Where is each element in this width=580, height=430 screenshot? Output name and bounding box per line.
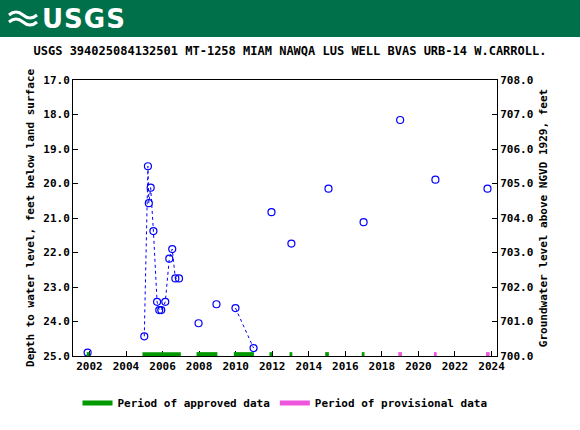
svg-text:25.0: 25.0 [43,350,70,363]
svg-text:700.0: 700.0 [500,350,533,363]
svg-text:704.0: 704.0 [500,212,533,225]
svg-text:Depth to water level, feet bel: Depth to water level, feet below land su… [24,69,37,367]
svg-text:24.0: 24.0 [43,315,70,328]
svg-text:2012: 2012 [259,360,286,373]
svg-text:2010: 2010 [222,360,249,373]
svg-text:2024: 2024 [478,360,505,373]
html-text:USGS: USGS [42,3,126,34]
svg-text:705.0: 705.0 [500,177,533,190]
svg-text:2002: 2002 [76,360,103,373]
svg-text:23.0: 23.0 [43,281,70,294]
svg-text:701.0: 701.0 [500,315,533,328]
svg-text:21.0: 21.0 [43,212,70,225]
svg-text:2018: 2018 [369,360,396,373]
svg-text:Groundwater level above NGVD 1: Groundwater level above NGVD 1929, feet [537,89,550,347]
svg-text:2020: 2020 [405,360,432,373]
svg-text:17.0: 17.0 [43,74,70,87]
svg-text:20.0: 20.0 [43,177,70,190]
svg-text:19.0: 19.0 [43,143,70,156]
svg-text:18.0: 18.0 [43,108,70,121]
svg-text:702.0: 702.0 [500,281,533,294]
svg-text:2006: 2006 [149,360,176,373]
svg-text:708.0: 708.0 [500,74,533,87]
svg-text:2004: 2004 [113,360,140,373]
svg-text:Period of provisional data: Period of provisional data [315,397,487,410]
svg-text:2008: 2008 [186,360,213,373]
svg-text:2022: 2022 [442,360,469,373]
svg-text:USGS 394025084132501 MT-1258 M: USGS 394025084132501 MT-1258 MIAM NAWQA … [34,44,547,58]
svg-text:Period of approved data: Period of approved data [118,397,270,410]
svg-text:2014: 2014 [296,360,323,373]
svg-text:703.0: 703.0 [500,246,533,259]
svg-text:706.0: 706.0 [500,143,533,156]
svg-text:2016: 2016 [332,360,359,373]
svg-text:22.0: 22.0 [43,246,70,259]
svg-text:707.0: 707.0 [500,108,533,121]
